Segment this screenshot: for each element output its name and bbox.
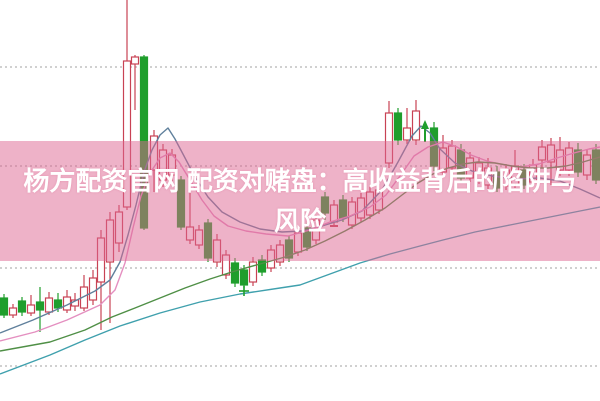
headline-line-1: 杨方配资官网 配资对赌盘：高收益背后的陷阱与 (23, 166, 577, 196)
candle-body (17, 300, 27, 313)
candle-body (35, 301, 45, 311)
candle-body (88, 277, 98, 301)
candle-body (26, 304, 36, 314)
candle-body (248, 261, 258, 283)
candle-body (257, 259, 267, 273)
candle-body (239, 269, 249, 286)
candle-body (393, 112, 403, 141)
candle-body (44, 297, 54, 313)
candle-body (411, 110, 421, 141)
candle-body (402, 127, 412, 141)
buy-arrow-marker (421, 120, 429, 129)
candle-body (130, 56, 140, 65)
candle-body (53, 299, 63, 309)
headline-title: 杨方配资官网 配资对赌盘：高收益背后的陷阱与 风险 (0, 161, 600, 241)
candle-body (8, 307, 18, 316)
candle-body (230, 262, 240, 284)
headline-line-2: 风险 (273, 206, 326, 236)
headline-banner: 杨方配资官网 配资对赌盘：高收益背后的陷阱与 风险 (0, 141, 600, 261)
candle-body (0, 297, 9, 316)
